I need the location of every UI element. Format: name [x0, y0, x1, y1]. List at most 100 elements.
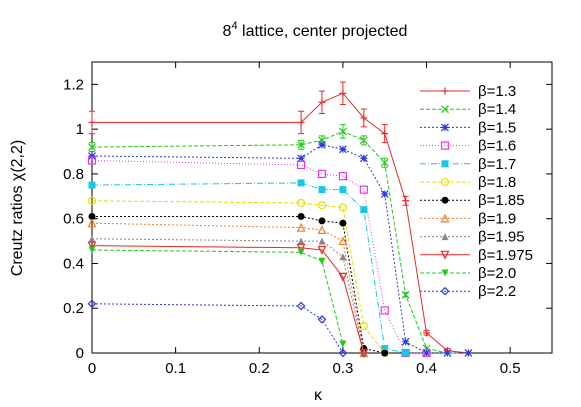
- data-point: [318, 140, 326, 149]
- data-point: [338, 127, 347, 136]
- data-point: [87, 299, 97, 309]
- data-point: [381, 349, 389, 357]
- data-point: [359, 136, 368, 145]
- data-point: [359, 185, 368, 194]
- series-line: [91, 245, 365, 354]
- data-point: [317, 201, 327, 210]
- y-tick-label: 0.4: [63, 255, 84, 272]
- series-line: [91, 238, 365, 354]
- series-line: [91, 200, 386, 354]
- data-point: [339, 186, 347, 194]
- data-point: [296, 198, 306, 208]
- series-4: [87, 156, 431, 358]
- data-point: [297, 248, 305, 256]
- legend-label: β=1.95: [478, 229, 525, 246]
- data-point: [318, 98, 326, 106]
- data-point: [297, 118, 305, 126]
- data-point: [359, 348, 369, 358]
- legend-marker: [441, 196, 449, 204]
- data-point: [360, 114, 368, 122]
- legend-marker: [440, 213, 450, 223]
- series-3: [88, 140, 473, 357]
- data-point: [359, 322, 368, 331]
- data-point: [297, 237, 305, 245]
- data-point: [87, 218, 97, 228]
- data-point: [318, 217, 326, 225]
- legend-marker: [441, 233, 449, 241]
- legend-item: β=1.85: [420, 192, 525, 209]
- series-line: [92, 216, 385, 354]
- legend-label: β=1.975: [478, 247, 533, 264]
- data-point: [88, 212, 96, 220]
- data-point: [339, 89, 347, 97]
- legend-label: β=1.5: [478, 119, 516, 136]
- legend-item: β=2.2: [420, 283, 516, 300]
- legend-marker: [441, 87, 449, 95]
- legend-item: β=1.8: [420, 174, 516, 191]
- legend-label: β=1.9: [478, 210, 516, 227]
- series-11: [88, 246, 347, 348]
- data-point: [339, 340, 347, 348]
- series-1: [88, 81, 472, 357]
- data-point: [296, 160, 306, 170]
- legend-marker: [440, 250, 450, 260]
- series-line: [91, 160, 427, 354]
- legend-label: β=1.4: [478, 101, 516, 118]
- legend-item: β=1.4: [420, 101, 516, 118]
- data-point: [422, 348, 431, 358]
- legend-label: β=2.0: [478, 265, 516, 282]
- series-7: [88, 212, 389, 357]
- data-point: [381, 345, 389, 353]
- legend-item: β=1.6: [420, 138, 516, 155]
- y-tick-label: 1: [76, 121, 84, 138]
- legend-item: β=1.975: [420, 247, 533, 264]
- legend-item: β=1.3: [420, 83, 516, 100]
- series-line: [91, 303, 344, 354]
- data-point: [381, 130, 389, 138]
- legend-item: β=1.5: [420, 119, 516, 136]
- data-point: [422, 349, 431, 357]
- y-tick-label: 0.8: [63, 166, 84, 183]
- y-tick-label: 0.6: [63, 211, 84, 228]
- x-axis-label: κ: [314, 387, 323, 404]
- data-point: [317, 169, 327, 179]
- x-tick-label: 0: [88, 360, 96, 377]
- data-point: [339, 253, 347, 261]
- legend-label: β=1.3: [478, 83, 516, 100]
- data-point: [317, 245, 327, 255]
- chart-title: 84 lattice, center projected: [223, 20, 408, 40]
- data-point: [87, 196, 97, 205]
- data-point: [380, 190, 389, 198]
- data-point: [360, 206, 368, 214]
- data-point: [88, 235, 96, 243]
- legend-item: β=2.0: [420, 265, 516, 282]
- series-9: [88, 235, 368, 357]
- data-point: [297, 140, 306, 149]
- series-line: [92, 92, 469, 354]
- data-point: [88, 181, 96, 189]
- data-point: [318, 237, 326, 245]
- data-point: [338, 236, 348, 246]
- series-10: [87, 241, 369, 358]
- series-layer: [87, 81, 473, 358]
- axis-ticks: 0 0.1 0.2 0.3 0.4 0.5 0 0.2 0.4 0.6 0.8 1 1.2: [63, 62, 552, 377]
- data-point: [380, 306, 389, 315]
- y-tick-label: 0.2: [63, 300, 84, 317]
- data-point: [338, 272, 348, 282]
- legend-label: β=1.6: [478, 138, 516, 155]
- legend-marker: [440, 286, 450, 296]
- legend-label: β=1.8: [478, 174, 516, 191]
- data-point: [338, 203, 348, 212]
- data-point: [402, 349, 410, 357]
- data-point: [338, 145, 347, 154]
- data-point: [360, 349, 368, 357]
- legend-marker: [440, 177, 450, 187]
- data-point: [297, 212, 305, 220]
- legend-marker: [441, 123, 449, 132]
- legend-item: β=1.9: [420, 210, 516, 227]
- legend-marker: [440, 141, 450, 150]
- data-point: [87, 156, 97, 165]
- data-point: [88, 118, 96, 126]
- data-point: [401, 337, 410, 346]
